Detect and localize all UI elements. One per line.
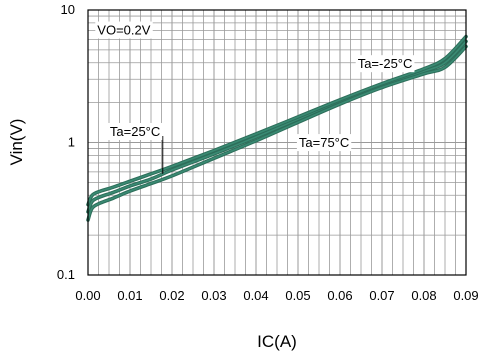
series-group [86, 34, 468, 222]
x-tick-label: 0.09 [453, 288, 478, 303]
x-tick-label: 0.03 [201, 288, 226, 303]
series-line-highlight [87, 35, 467, 206]
y-axis-label: Vin(V) [7, 119, 26, 166]
annotation-text: Ta=-25°C [358, 56, 413, 71]
annotation: Ta=75°C [296, 134, 352, 152]
series-line-highlight [87, 40, 467, 213]
annotations: VO=0.2V Ta=-25°C Ta=25°C Ta=75°C [95, 21, 415, 174]
y-tick-label: 10 [61, 2, 75, 17]
grid [88, 10, 466, 275]
annotation-text: Ta=25°C [110, 124, 160, 139]
annotation-text: Ta=75°C [299, 135, 349, 150]
x-tick-label: 0.02 [159, 288, 184, 303]
y-axis-ticks: 0.1 1 10 [57, 2, 75, 282]
annotation-text: VO=0.2V [97, 23, 150, 38]
x-tick-label: 0.01 [117, 288, 142, 303]
annotation-box [355, 55, 415, 73]
annotation: VO=0.2V [95, 21, 153, 39]
y-tick-label: 0.1 [57, 267, 75, 282]
y-tick-label: 1 [68, 135, 75, 150]
x-tick-label: 0.08 [411, 288, 436, 303]
annotation-box [296, 134, 352, 152]
x-tick-label: 0.00 [75, 288, 100, 303]
annotation: Ta=25°C [107, 123, 163, 141]
annotation-box [107, 123, 163, 141]
plot-frame [87, 9, 467, 276]
x-tick-label: 0.06 [327, 288, 352, 303]
x-tick-label: 0.04 [243, 288, 268, 303]
annotation-box [95, 21, 153, 39]
series-line-highlight [87, 45, 467, 221]
x-tick-label: 0.05 [285, 288, 310, 303]
x-axis-ticks: 0.00 0.01 0.02 0.03 0.04 0.05 0.06 0.07 0.08 0.09 [75, 288, 478, 303]
x-axis-label: IC(A) [257, 332, 297, 351]
annotation: Ta=-25°C [355, 55, 415, 73]
x-tick-label: 0.07 [369, 288, 394, 303]
